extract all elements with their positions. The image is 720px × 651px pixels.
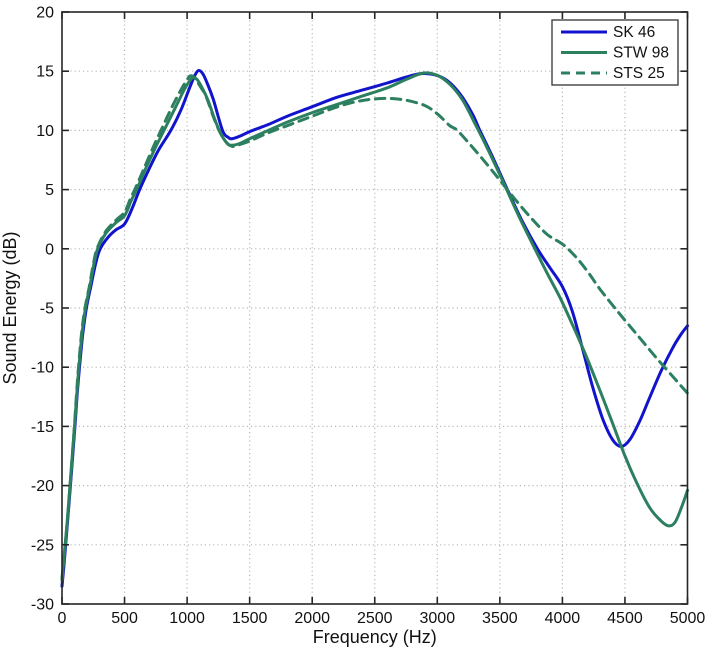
y-tick-label: -30 [31, 597, 54, 614]
legend: SK 46 STW 98 STS 25 [551, 19, 679, 86]
grid-lines [62, 12, 688, 604]
series-path-sk-46 [60, 69, 689, 588]
x-tick-label: 500 [111, 610, 138, 627]
legend-label: STW 98 [613, 45, 669, 62]
y-tick-label: 10 [36, 123, 54, 140]
x-tick-label: 4500 [607, 610, 643, 627]
legend-label: SK 46 [613, 24, 655, 41]
y-tick-labels: -30 -25 -20 -15 -10 -5 0 5 10 15 20 [31, 5, 54, 614]
x-tick-label: 3000 [420, 610, 456, 627]
y-tick-label: -15 [31, 419, 54, 436]
x-tick-label: 3500 [482, 610, 518, 627]
y-tick-label: -10 [31, 360, 54, 377]
series-path-sts-25 [60, 74, 689, 582]
y-tick-label: -20 [31, 478, 54, 495]
y-tick-label: -5 [40, 301, 54, 318]
x-tick-label: 1500 [232, 610, 268, 627]
legend-label: STS 25 [613, 65, 665, 82]
x-tick-label: 1000 [169, 610, 205, 627]
x-tick-label: 2000 [294, 610, 330, 627]
x-tick-labels: 0 500 1000 1500 2000 2500 3000 3500 4000 4500 5000 [58, 610, 706, 627]
y-tick-label: 0 [45, 241, 54, 258]
y-tick-label: 15 [36, 64, 54, 81]
y-axis-label: Sound Energy (dB) [0, 231, 20, 384]
series-lines [60, 69, 689, 588]
y-tick-label: 5 [45, 182, 54, 199]
x-tick-label: 4000 [545, 610, 581, 627]
y-tick-label: 20 [36, 5, 54, 22]
series-path-stw-98 [60, 71, 689, 580]
y-tick-label: -25 [31, 537, 54, 554]
x-tick-label: 0 [58, 610, 67, 627]
x-axis-label: Frequency (Hz) [313, 627, 437, 647]
x-tick-label: 5000 [670, 610, 706, 627]
plot-border [61, 11, 689, 605]
x-tick-label: 2500 [357, 610, 393, 627]
